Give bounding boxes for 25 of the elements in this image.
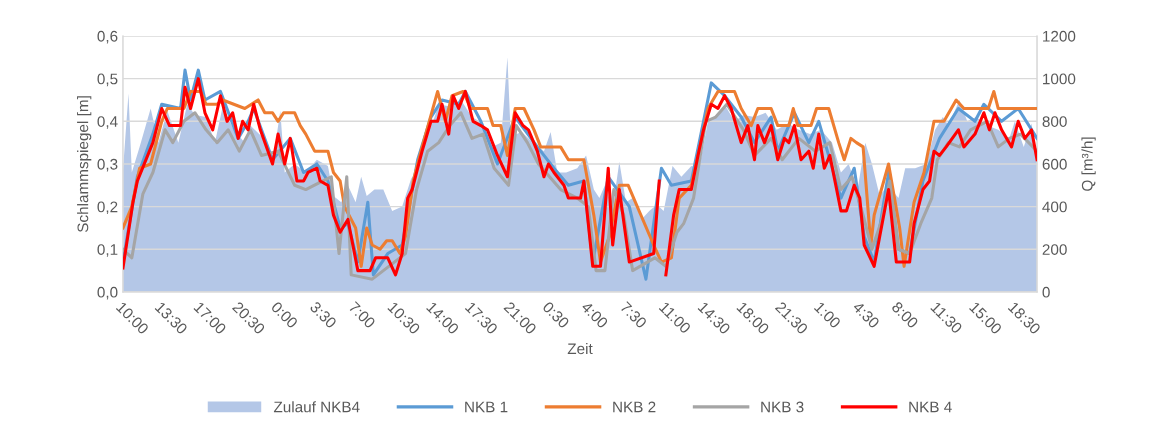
y2-tick-label: 200 <box>1042 244 1067 255</box>
x-tick-label: 4:30 <box>852 300 881 329</box>
y2-tick-label: 400 <box>1042 201 1067 213</box>
y2-tick-label: 600 <box>1042 158 1067 170</box>
y-tick-label: 0,1 <box>97 244 118 257</box>
legend-label: NKB 1 <box>465 401 508 413</box>
y2-tick-label: 0 <box>1042 286 1050 298</box>
y2-tick-label: 800 <box>1042 116 1067 127</box>
x-tick-label: 1:00 <box>813 301 842 329</box>
y-tick-label: 0,6 <box>97 30 118 44</box>
y-axis-title: Schlammspiegel [m] <box>77 96 92 233</box>
y-tick-label: 0,2 <box>97 201 118 215</box>
y-tick-label: 0,4 <box>97 116 118 129</box>
legend-label: NKB 2 <box>613 401 656 413</box>
y2-tick-label: 1000 <box>1043 73 1076 85</box>
x-axis-title: Zeit <box>567 342 593 355</box>
x-tick-label: 4:00 <box>580 300 609 329</box>
y-tick-label: 0,3 <box>97 158 118 172</box>
y2-tick-label: 1200 <box>1043 30 1076 42</box>
legend-label: NKB 4 <box>909 401 952 413</box>
y-tick-label: 0,5 <box>97 73 118 87</box>
y-tick-label: 0,0 <box>97 286 118 300</box>
y2-axis-title: Q [m³/h] <box>1081 137 1096 191</box>
legend-label: NKB 3 <box>761 401 804 413</box>
legend-label: Zulauf NKB4 <box>273 401 360 413</box>
